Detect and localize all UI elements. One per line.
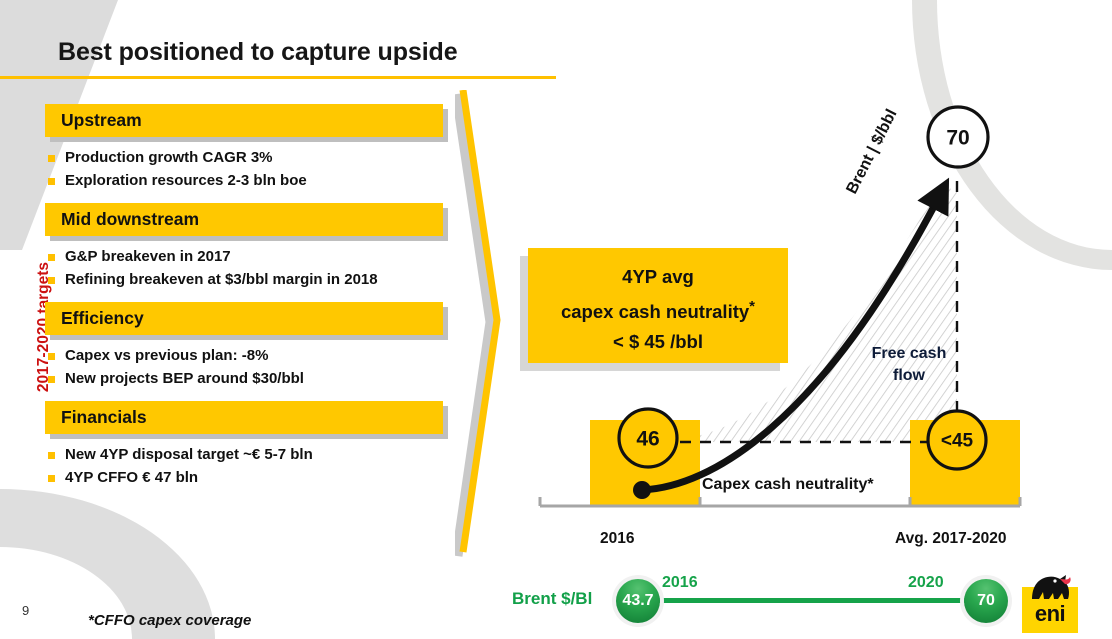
brent-curve-label: Brent | $/bbl xyxy=(843,107,900,197)
callout-plate xyxy=(528,248,788,363)
list-item-label: Refining breakeven at $3/bbl margin in 2… xyxy=(65,271,378,288)
brent-year-end: 2020 xyxy=(908,574,944,591)
heading-label: Upstream xyxy=(61,110,142,130)
callout-footnote-marker: * xyxy=(749,298,755,315)
bullet-square-icon xyxy=(48,155,55,162)
brent-timeline-bar xyxy=(630,598,978,603)
value-bubble-2016-label: 46 xyxy=(636,428,659,451)
brent-value-2016: 43.7 xyxy=(616,579,660,623)
capex-neutrality-inline-label: Capex cash neutrality* xyxy=(702,476,874,493)
list-item: G&P breakeven in 2017 xyxy=(45,248,450,265)
list-item: Refining breakeven at $3/bbl margin in 2… xyxy=(45,271,450,288)
x-axis-label-2016: 2016 xyxy=(600,530,635,547)
list-item: Exploration resources 2-3 bln boe xyxy=(45,172,450,189)
list-item-label: Exploration resources 2-3 bln boe xyxy=(65,172,307,189)
section-upstream: Upstream Production growth CAGR 3% Explo… xyxy=(45,104,450,189)
bullet-square-icon xyxy=(48,277,55,284)
list-item: New 4YP disposal target ~€ 5-7 bln xyxy=(45,446,450,463)
value-bubble-brent-2020-label: 70 xyxy=(946,127,969,150)
heading-label: Financials xyxy=(61,407,147,427)
logo-wordmark: eni xyxy=(1034,601,1066,626)
footnote: *CFFO capex coverage xyxy=(88,612,252,629)
brent-timeline-strip: Brent $/Bl 43.7 70 2016 2020 xyxy=(512,572,1012,628)
brent-value-2020: 70 xyxy=(964,579,1008,623)
bullet-list-financials: New 4YP disposal target ~€ 5-7 bln 4YP C… xyxy=(45,446,450,486)
left-content-panel: Upstream Production growth CAGR 3% Explo… xyxy=(45,104,450,500)
section-heading-financials: Financials xyxy=(45,401,448,439)
brent-vs-capex-neutrality-chart: 46 <45 70 Capex cash neutrality* Free ca… xyxy=(520,95,1040,555)
brent-price-curve xyxy=(638,177,950,494)
value-bubble-brent-2020 xyxy=(926,105,990,169)
value-bubble-avg-label: <45 xyxy=(941,431,974,452)
callout-line-1: 4YP avg xyxy=(622,266,694,287)
list-item-label: Production growth CAGR 3% xyxy=(65,149,273,166)
page-title: Best positioned to capture upside xyxy=(58,38,458,66)
callout-line-2-text: capex cash neutrality xyxy=(560,301,750,323)
value-bubble-2016 xyxy=(617,407,679,469)
free-cash-flow-label-line2: flow xyxy=(893,367,926,384)
section-heading-mid-downstream: Mid downstream xyxy=(45,203,448,241)
page-number: 9 xyxy=(22,603,30,618)
bullet-square-icon xyxy=(48,475,55,482)
curve-origin-dot xyxy=(633,481,651,499)
heading-label: Efficiency xyxy=(61,308,144,328)
section-heading-upstream: Upstream xyxy=(45,104,448,142)
callout-line-2: capex cash neutrality* xyxy=(528,292,788,327)
list-item-label: Capex vs previous plan: -8% xyxy=(65,347,269,364)
heading-plate xyxy=(45,401,443,434)
section-heading-efficiency: Efficiency xyxy=(45,302,448,340)
bullet-list-efficiency: Capex vs previous plan: -8% New projects… xyxy=(45,347,450,387)
list-item-label: New 4YP disposal target ~€ 5-7 bln xyxy=(65,446,313,463)
chevron-divider xyxy=(451,89,515,560)
free-cash-flow-label-line1: Free cash xyxy=(872,345,947,362)
bullet-square-icon xyxy=(48,254,55,261)
callout-text: 4YP avg capex cash neutrality* < $ 45 /b… xyxy=(528,262,788,357)
callout-line-3: < $ 45 /bbl xyxy=(613,331,703,353)
heading-plate xyxy=(45,104,443,137)
callout-capex-neutrality: 4YP avg capex cash neutrality* < $ 45 /b… xyxy=(520,248,788,371)
list-item: New projects BEP around $30/bbl xyxy=(45,370,450,387)
value-bubble-avg xyxy=(926,409,988,471)
six-legged-dog-icon xyxy=(1032,575,1071,599)
title-underline xyxy=(0,76,556,79)
list-item-label: New projects BEP around $30/bbl xyxy=(65,370,304,387)
list-item: 4YP CFFO € 47 bln xyxy=(45,469,450,486)
brent-year-start: 2016 xyxy=(662,574,698,591)
x-axis-label-avg: Avg. 2017-2020 xyxy=(895,530,1006,547)
list-item-label: G&P breakeven in 2017 xyxy=(65,248,231,265)
heading-label: Mid downstream xyxy=(61,209,200,229)
heading-plate xyxy=(45,203,443,236)
bullet-square-icon xyxy=(48,178,55,185)
list-item: Production growth CAGR 3% xyxy=(45,149,450,166)
bullet-list-mid-downstream: G&P breakeven in 2017 Refining breakeven… xyxy=(45,248,450,288)
eni-logo: eni xyxy=(1022,575,1078,633)
bullet-square-icon xyxy=(48,376,55,383)
bullet-square-icon xyxy=(48,452,55,459)
list-item: Capex vs previous plan: -8% xyxy=(45,347,450,364)
bullet-list-upstream: Production growth CAGR 3% Exploration re… xyxy=(45,149,450,189)
bullet-square-icon xyxy=(48,353,55,360)
list-item-label: 4YP CFFO € 47 bln xyxy=(65,469,199,486)
section-financials: Financials New 4YP disposal target ~€ 5-… xyxy=(45,401,450,486)
free-cash-flow-area xyxy=(651,185,957,442)
section-mid-downstream: Mid downstream G&P breakeven in 2017 Ref… xyxy=(45,203,450,288)
brent-strip-title: Brent $/Bl xyxy=(512,589,593,608)
section-efficiency: Efficiency Capex vs previous plan: -8% N… xyxy=(45,302,450,387)
heading-plate xyxy=(45,302,443,335)
